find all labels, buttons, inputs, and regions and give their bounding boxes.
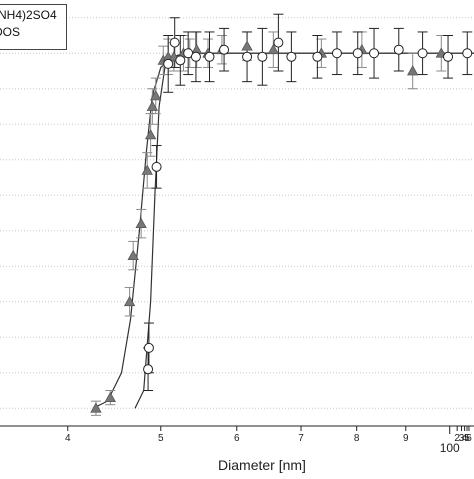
x-axis-label: Diameter [nm]	[218, 457, 306, 473]
circle-marker	[273, 37, 284, 48]
circle-marker	[169, 37, 180, 48]
circle-marker	[369, 48, 380, 59]
triangle-marker	[141, 164, 153, 175]
legend-label: DOS	[0, 25, 21, 39]
triangle-marker	[146, 100, 159, 111]
x-tick-label: 9	[403, 433, 409, 444]
x-tick-label: 7	[298, 433, 304, 444]
x-tick-label: 8	[354, 433, 360, 444]
triangle-marker	[144, 129, 157, 140]
triangle-marker	[267, 43, 280, 55]
legend-item-dos: DOS	[0, 24, 66, 41]
circle-marker	[163, 58, 174, 69]
circle-marker	[257, 51, 268, 62]
data-points	[90, 37, 473, 413]
grid-lines	[0, 17, 474, 409]
legend-item-ammonium-sulfate: (NH4)2SO4	[0, 7, 66, 24]
circle-marker	[443, 51, 454, 62]
x-tick-label: 2	[454, 433, 460, 444]
triangle-marker	[241, 40, 253, 51]
x-tick-label: 5	[158, 433, 164, 444]
x-tick-label: 4	[65, 433, 71, 444]
circle-marker	[352, 48, 363, 59]
triangle-marker	[104, 391, 116, 403]
circle-marker	[143, 364, 154, 375]
circle-marker	[312, 51, 323, 62]
x-tick-label: 6	[234, 433, 240, 444]
x-tick-label: 6	[466, 433, 472, 444]
circle-marker	[393, 44, 404, 55]
x-tick-label: 100	[440, 441, 460, 455]
x-tick-label: 5	[464, 433, 470, 444]
circle-marker	[219, 44, 230, 55]
circle-marker	[151, 161, 162, 172]
x-tick-label: 4	[462, 433, 468, 444]
triangle-marker	[407, 65, 419, 76]
circle-marker	[190, 51, 201, 62]
triangle-marker	[90, 402, 102, 413]
circle-marker	[204, 51, 215, 62]
triangle-marker	[135, 217, 147, 229]
circle-marker	[417, 48, 428, 59]
circle-marker	[143, 342, 154, 353]
circle-marker	[175, 55, 186, 66]
legend: (NH4)2SO4 DOS	[0, 4, 67, 50]
legend-label: (NH4)2SO4	[0, 8, 57, 22]
triangle-marker	[150, 90, 162, 101]
x-tick-label: 3	[459, 433, 465, 444]
circle-marker	[286, 51, 297, 62]
triangle-marker	[127, 249, 139, 261]
triangle-marker	[123, 295, 136, 307]
circle-marker	[462, 48, 473, 59]
axes	[0, 425, 474, 434]
circle-marker	[331, 48, 342, 59]
circle-marker	[242, 51, 253, 62]
